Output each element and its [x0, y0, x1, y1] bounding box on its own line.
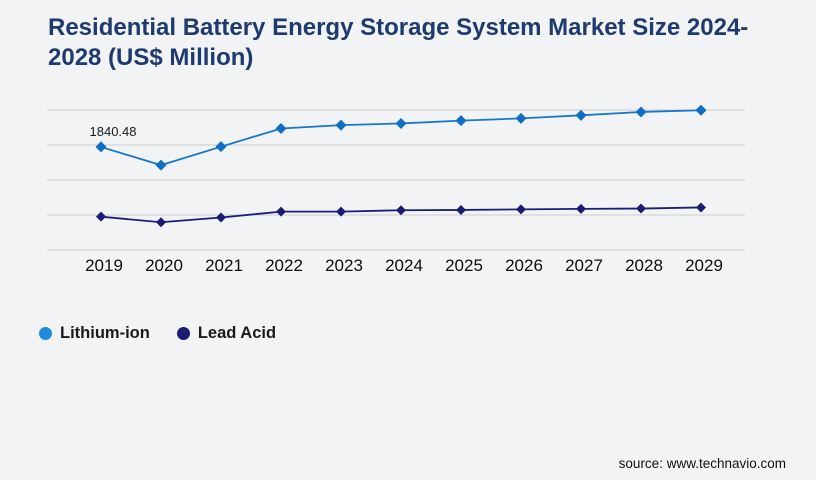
- x-axis-label-2021: 2021: [205, 256, 243, 275]
- x-axis-label-2020: 2020: [145, 256, 183, 275]
- x-axis-label-2023: 2023: [325, 256, 363, 275]
- chart-title: Residential Battery Energy Storage Syste…: [48, 14, 749, 72]
- x-axis-label-2026: 2026: [505, 256, 543, 275]
- data-point-lead-acid-2023: [336, 206, 346, 217]
- data-point-lithium-ion-2021: [215, 141, 227, 153]
- x-axis-label-2019: 2019: [85, 256, 123, 275]
- data-point-lead-acid-2020: [156, 217, 166, 228]
- lithium-ion-legend-dot-icon: [39, 327, 52, 340]
- data-label-1840.48: 1840.48: [90, 124, 137, 139]
- x-axis-label-2027: 2027: [565, 256, 603, 275]
- x-axis-label-2024: 2024: [385, 256, 423, 275]
- data-point-lead-acid-2019: [96, 211, 106, 222]
- data-point-lead-acid-2022: [276, 206, 286, 217]
- legend-item-lithium-ion: Lithium-ion: [39, 324, 150, 343]
- x-axis-label-2028: 2028: [625, 256, 663, 275]
- data-point-lead-acid-2027: [576, 203, 586, 214]
- lead-acid-legend-dot-icon: [176, 327, 190, 340]
- data-point-lead-acid-2026: [516, 204, 526, 215]
- data-point-lithium-ion-2022: [275, 122, 287, 134]
- data-point-lithium-ion-2026: [515, 112, 527, 124]
- data-point-lithium-ion-2024: [395, 117, 407, 129]
- source-attribution: source: www.technavio.com: [618, 456, 786, 471]
- legend-item-lead-acid: Lead Acid: [176, 324, 277, 343]
- data-point-lead-acid-2029: [696, 202, 706, 213]
- data-point-lithium-ion-2029: [695, 104, 707, 116]
- data-point-lead-acid-2028: [636, 203, 646, 214]
- legend-label-lead-acid: Lead Acid: [197, 324, 277, 342]
- chart-legend: Lithium-ion Lead Acid: [39, 324, 276, 343]
- data-point-lead-acid-2021: [216, 212, 226, 223]
- data-point-lead-acid-2024: [396, 205, 406, 216]
- data-point-lithium-ion-2023: [335, 119, 347, 131]
- data-point-lithium-ion-2020: [155, 159, 167, 171]
- data-point-lead-acid-2025: [456, 204, 466, 215]
- x-axis-label-2025: 2025: [445, 256, 483, 275]
- data-point-lithium-ion-2025: [455, 115, 467, 127]
- data-point-lithium-ion-2027: [575, 109, 587, 121]
- legend-label-lithium-ion: Lithium-ion: [60, 324, 150, 342]
- x-axis-label-2029: 2029: [685, 256, 723, 275]
- data-point-lithium-ion-2019: [95, 141, 107, 153]
- x-axis-label-2022: 2022: [265, 256, 303, 275]
- data-point-lithium-ion-2028: [635, 106, 647, 118]
